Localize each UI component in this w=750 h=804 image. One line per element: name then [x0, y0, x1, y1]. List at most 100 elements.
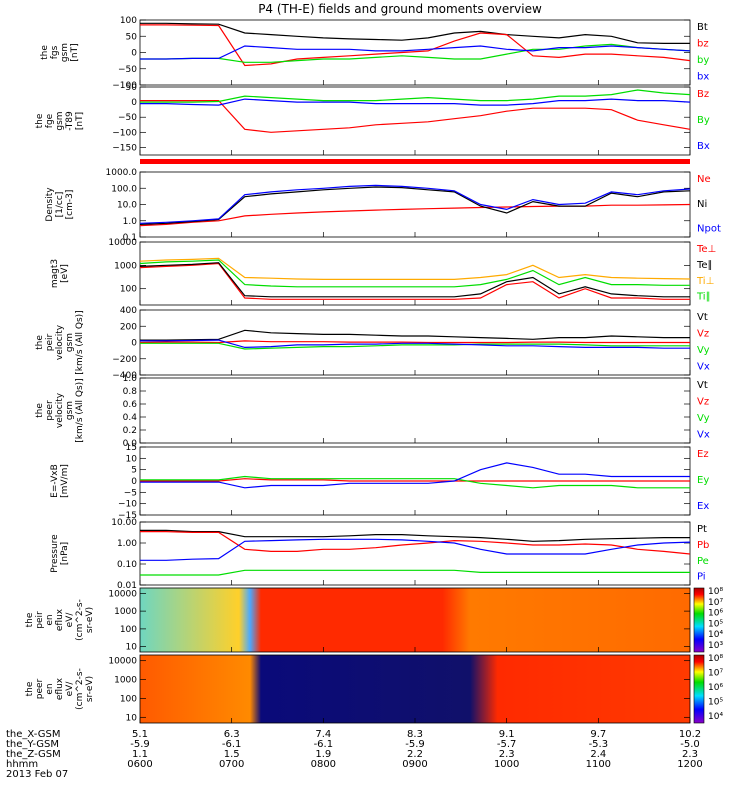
y-axis-label: Density	[45, 187, 55, 222]
panel-frame	[139, 171, 691, 238]
ephemeris-value: 2.4	[590, 749, 606, 760]
legend-entry: Pe	[697, 556, 709, 567]
y-tick-label: 1000	[114, 607, 137, 617]
y-axis-label: peer	[45, 400, 55, 421]
series-line-Te∥	[139, 262, 690, 298]
colorbar-label: 10⁵	[708, 619, 723, 629]
y-tick-label: 1000	[114, 261, 137, 271]
legend-entry: Ex	[697, 501, 709, 512]
y-tick-label: 10	[126, 643, 138, 653]
legend-entry: Ni	[697, 199, 707, 210]
panel-5: 400 200 0 −200 −400 the peir velocity gsm [km/s (…	[35, 306, 710, 381]
legend-entry: Npot	[697, 224, 721, 235]
y-axis-label: gsm	[60, 43, 70, 62]
series-line-Ti∥	[139, 259, 690, 288]
legend-entry: Vz	[697, 329, 709, 340]
legend-entry: Vt	[697, 380, 708, 391]
y-tick-label: 0	[131, 98, 137, 108]
panel-frame	[139, 86, 691, 156]
panel-frame	[139, 241, 691, 306]
legend-entry: by	[697, 55, 709, 66]
legend-entry: Vx	[697, 362, 710, 373]
ephemeris-row-name: hhmm	[6, 759, 38, 770]
y-axis-label: gsm	[65, 401, 75, 420]
ephemeris-value: -5.0	[680, 739, 700, 750]
colorbar	[693, 654, 705, 724]
y-tick-label: 50	[126, 32, 138, 42]
y-tick-label: −150	[112, 143, 137, 153]
y-tick-label: 0.2	[123, 426, 137, 436]
date-label: 2013 Feb 07	[6, 769, 68, 780]
y-axis-label: fge	[45, 113, 55, 128]
legend-entry: Pi	[697, 572, 706, 583]
colorbar-label: 10⁴	[708, 630, 723, 640]
ephemeris-row-name: the_X-GSM	[6, 729, 60, 740]
series-line-Ne	[139, 203, 691, 227]
y-tick-label: 100	[120, 694, 137, 704]
series-line-Vt	[140, 329, 690, 341]
y-axis-label: [eV]	[60, 264, 70, 283]
series-line-by	[140, 43, 691, 63]
y-tick-label: 0.4	[123, 413, 138, 423]
legend-entry: Pt	[697, 524, 707, 535]
ephemeris-value: -6.1	[314, 739, 334, 750]
y-axis-label: the	[25, 612, 35, 627]
legend-entry: Vy	[697, 345, 710, 356]
series-line-bx	[140, 45, 691, 60]
y-axis-label: peer	[35, 678, 45, 699]
y-tick-label: 10000	[108, 238, 137, 248]
series-line-Npot	[139, 184, 691, 224]
legend-entry: By	[697, 115, 710, 126]
y-axis-label: the	[35, 335, 45, 350]
colorbar-label: 10⁸	[708, 587, 723, 597]
y-axis-label: gsm	[55, 111, 65, 130]
series-line-Bz	[140, 99, 691, 133]
y-tick-label: 0.01	[117, 581, 137, 591]
legend-entry: Vt	[697, 312, 708, 323]
ephemeris-value: 1000	[494, 759, 519, 770]
ephemeris-value: -6.1	[222, 739, 242, 750]
series-line-Ez	[140, 478, 690, 482]
y-axis-label: [cm-3]	[65, 190, 75, 220]
ephemeris-value: 0600	[127, 759, 152, 770]
ephemeris-value: 0700	[219, 759, 244, 770]
y-tick-label: 10000	[108, 657, 137, 667]
panel-10: 10⁸ 10⁷ 10⁶ 10⁵ 10⁴ 10000 1000 100 10 the peer en ef…	[25, 654, 723, 724]
y-axis-label: velocity	[55, 392, 65, 428]
y-axis-label: E=-VxB	[50, 464, 60, 498]
ephemeris-value: 8.3	[407, 729, 423, 740]
panel-frame	[139, 377, 691, 444]
series-line-Pt	[140, 529, 690, 542]
y-tick-label: 1000	[114, 676, 137, 686]
colorbar-label: 10⁶	[708, 609, 723, 619]
y-axis-label: the	[35, 403, 45, 418]
series-line-Ti⊥	[139, 257, 691, 280]
series-line-Bt	[140, 22, 690, 45]
colorbar-label: 10³	[708, 641, 723, 651]
y-axis-label: gsm	[65, 333, 75, 352]
legend-entry: Bz	[697, 89, 709, 100]
y-axis-label: [nPa]	[60, 542, 70, 565]
y-axis-label: the	[40, 45, 50, 60]
series-line-Ex	[140, 462, 690, 489]
series-line-bz	[140, 24, 691, 67]
ephemeris-value: 10.2	[679, 729, 701, 740]
y-tick-label: 100	[120, 16, 137, 26]
ephemeris-value: 6.3	[224, 729, 240, 740]
y-tick-label: 0.1	[123, 233, 137, 243]
ephemeris-value: 9.1	[499, 729, 515, 740]
y-axis-label: eV/	[65, 681, 75, 697]
panel-1: 100 50 0 −50 −100 the fgs gsm [nT] Bt bz by bx	[40, 16, 709, 91]
y-tick-label: 0.10	[117, 560, 137, 570]
ephemeris-value: -5.3	[589, 739, 609, 750]
y-tick-label: 100	[120, 285, 137, 295]
legend-entry: Ne	[697, 174, 711, 185]
y-axis-label: peir	[45, 333, 55, 351]
panel-8: 10.00 1.00 0.10 0.01 Pressure [nPa] Pt Pb Pe Pi	[50, 518, 709, 591]
legend-entry: Ti∥	[696, 292, 711, 303]
ephemeris-value: 1.1	[132, 749, 148, 760]
figure-title: P4 (TH-E) fields and ground moments over…	[258, 2, 542, 16]
series-line-Vz	[139, 340, 690, 344]
